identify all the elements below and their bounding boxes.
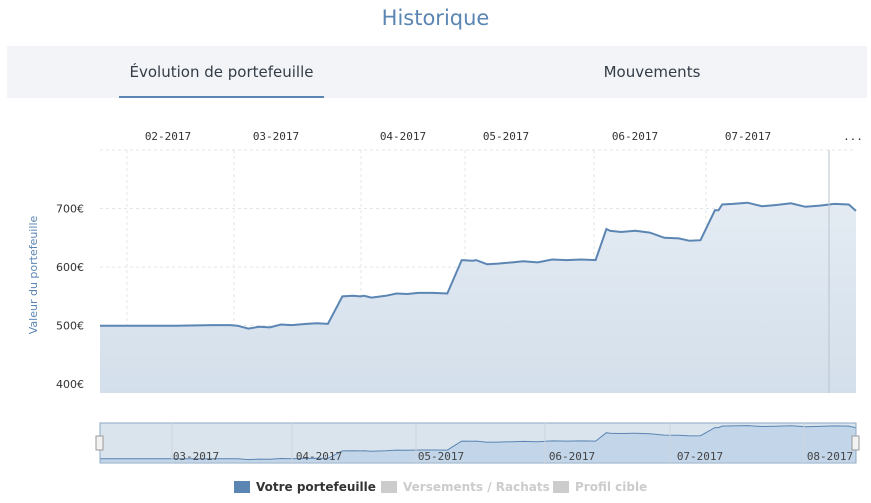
tab-portfolio-evolution[interactable]: Évolution de portefeuille (119, 46, 324, 98)
y-tick-label: 500€ (56, 320, 84, 333)
legend-item-profil-cible[interactable]: Profil cible (553, 480, 647, 494)
series-line-votre-portefeuille (100, 201, 857, 330)
navigator-tick-label: 06-2017 (549, 450, 595, 463)
svg-text:Votre portefeuille: Votre portefeuille (256, 480, 376, 494)
navigator-tick-label: 03-2017 (173, 450, 219, 463)
y-tick-label: 600€ (56, 261, 84, 274)
legend-item-versements-rachats[interactable]: Versements / Rachats (381, 480, 550, 494)
navigator-tick-label: 04-2017 (296, 450, 342, 463)
x-tick-label: 03-2017 (253, 130, 299, 143)
navigator-tick-label: 07-2017 (677, 450, 723, 463)
navigator-tick-label: 05-2017 (418, 450, 464, 463)
navigator-area (100, 425, 856, 462)
tab-movements[interactable]: Mouvements (603, 63, 701, 81)
y-axis-label: Valeur du portefeuille (27, 216, 40, 335)
series-area (100, 202, 856, 393)
navigator[interactable]: 03-2017 04-2017 05-2017 06-2017 07-2017 08-20… (95, 422, 860, 464)
svg-text:Versements / Rachats: Versements / Rachats (403, 480, 550, 494)
legend: Votre portefeuille Versements / Rachats … (234, 480, 647, 494)
tab-bar: Évolution de portefeuille Mouvements (7, 46, 867, 98)
legend-item-votre-portefeuille[interactable]: Votre portefeuille (234, 480, 376, 494)
navigator-tick-label: 08-2017 (807, 450, 853, 463)
y-tick-label: 400€ (56, 378, 84, 391)
navigator-handle-right[interactable] (851, 435, 860, 451)
x-tick-label: 04-2017 (380, 130, 426, 143)
x-tick-label: 06-2017 (612, 130, 658, 143)
navigator-line (100, 425, 857, 461)
page-title: Historique (381, 6, 490, 30)
x-tick-label: 02-2017 (145, 130, 191, 143)
y-tick-label: 700€ (56, 203, 84, 216)
x-tick-label: ... (843, 130, 863, 143)
navigator-window[interactable] (99, 422, 857, 464)
x-tick-label: 05-2017 (483, 130, 529, 143)
x-tick-label: 07-2017 (725, 130, 771, 143)
svg-text:Profil cible: Profil cible (575, 480, 647, 494)
navigator-handle-left[interactable] (95, 435, 104, 451)
